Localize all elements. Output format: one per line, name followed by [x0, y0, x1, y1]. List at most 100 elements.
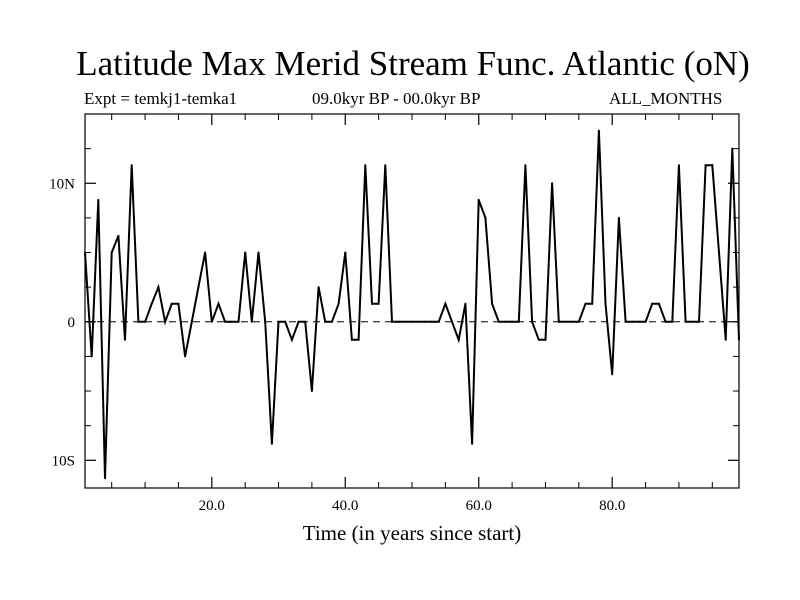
data-point [544, 338, 547, 341]
minor-ticks [85, 113, 739, 488]
data-point [444, 302, 447, 305]
data-point [731, 147, 734, 150]
y-tick-labels: 10N 0 10S [49, 176, 75, 469]
data-point [157, 286, 160, 289]
data-point [204, 251, 207, 254]
data-point [718, 251, 720, 254]
data-point [150, 302, 153, 305]
data-point [117, 234, 120, 237]
data-point [611, 373, 614, 376]
data-point [324, 320, 327, 323]
data-point [738, 338, 740, 341]
data-point [584, 302, 587, 305]
data-point [90, 355, 93, 358]
data-point [230, 320, 233, 323]
data-point [290, 338, 293, 341]
plot-frame [84, 113, 740, 489]
data-point [651, 302, 654, 305]
data-point [391, 320, 393, 323]
data-point [317, 286, 320, 289]
data-point [477, 198, 480, 201]
data-point [190, 320, 193, 323]
data-point [250, 320, 253, 323]
data-point [591, 302, 594, 305]
data-point [577, 320, 580, 323]
data-point [604, 302, 607, 305]
data-point [337, 302, 340, 305]
series-line [84, 130, 740, 479]
data-points [84, 129, 740, 480]
data-point [551, 182, 554, 185]
data-point [164, 320, 167, 323]
data-point [724, 338, 727, 341]
data-point [451, 320, 453, 323]
data-point [237, 320, 240, 323]
data-point [571, 320, 574, 323]
data-point [597, 129, 600, 132]
data-point [144, 320, 147, 323]
data-point [411, 320, 413, 323]
data-point [497, 320, 500, 323]
data-point [397, 320, 400, 323]
data-point [564, 320, 567, 323]
data-point [297, 320, 300, 323]
data-point [524, 164, 527, 167]
data-point [504, 320, 507, 323]
data-point [84, 251, 86, 254]
experiment-label: Expt = temkj1-temka1 [84, 89, 238, 108]
data-point [531, 320, 534, 323]
data-point [537, 338, 540, 341]
data-point [130, 164, 133, 167]
data-point [110, 251, 113, 254]
data-point [277, 320, 280, 323]
data-point [124, 338, 126, 341]
data-point [457, 338, 460, 341]
data-point [471, 442, 474, 445]
x-axis-label: Time (in years since start) [303, 521, 522, 545]
data-point [657, 302, 660, 305]
y-tick-label: 10S [52, 453, 75, 469]
chart-title: Latitude Max Merid Stream Func. Atlantic… [76, 44, 750, 83]
data-point [284, 320, 287, 323]
y-tick-label: 10N [49, 176, 75, 192]
data-point [511, 320, 514, 323]
data-point [184, 355, 187, 358]
major-ticks [85, 114, 739, 488]
data-point [377, 302, 380, 305]
data-point [217, 302, 220, 305]
data-point [170, 302, 173, 305]
data-point [257, 251, 260, 254]
months-label: ALL_MONTHS [609, 89, 723, 108]
x-tick-label: 20.0 [199, 498, 225, 514]
data-point [137, 320, 140, 323]
data-point [677, 164, 680, 167]
data-point [517, 320, 520, 323]
data-point [464, 302, 467, 305]
data-point [304, 320, 307, 323]
data-point [684, 320, 687, 323]
data-point [224, 320, 227, 323]
data-point [384, 164, 387, 167]
data-point [631, 320, 634, 323]
data-point [711, 164, 714, 167]
data-point [270, 442, 273, 445]
data-point [491, 302, 494, 305]
data-point [417, 320, 420, 323]
data-point [624, 320, 627, 323]
data-point [698, 320, 700, 323]
data-point [404, 320, 407, 323]
data-point [664, 320, 667, 323]
x-tick-label: 40.0 [332, 498, 358, 514]
data-point [371, 302, 373, 305]
y-tick-label: 0 [68, 315, 76, 331]
data-point [350, 338, 353, 341]
data-point [357, 338, 360, 341]
data-point [364, 164, 367, 167]
data-point [344, 251, 347, 254]
data-point [264, 320, 267, 323]
data-point [177, 302, 180, 305]
x-tick-label: 60.0 [466, 498, 492, 514]
data-point [310, 390, 313, 392]
data-point [431, 320, 433, 323]
